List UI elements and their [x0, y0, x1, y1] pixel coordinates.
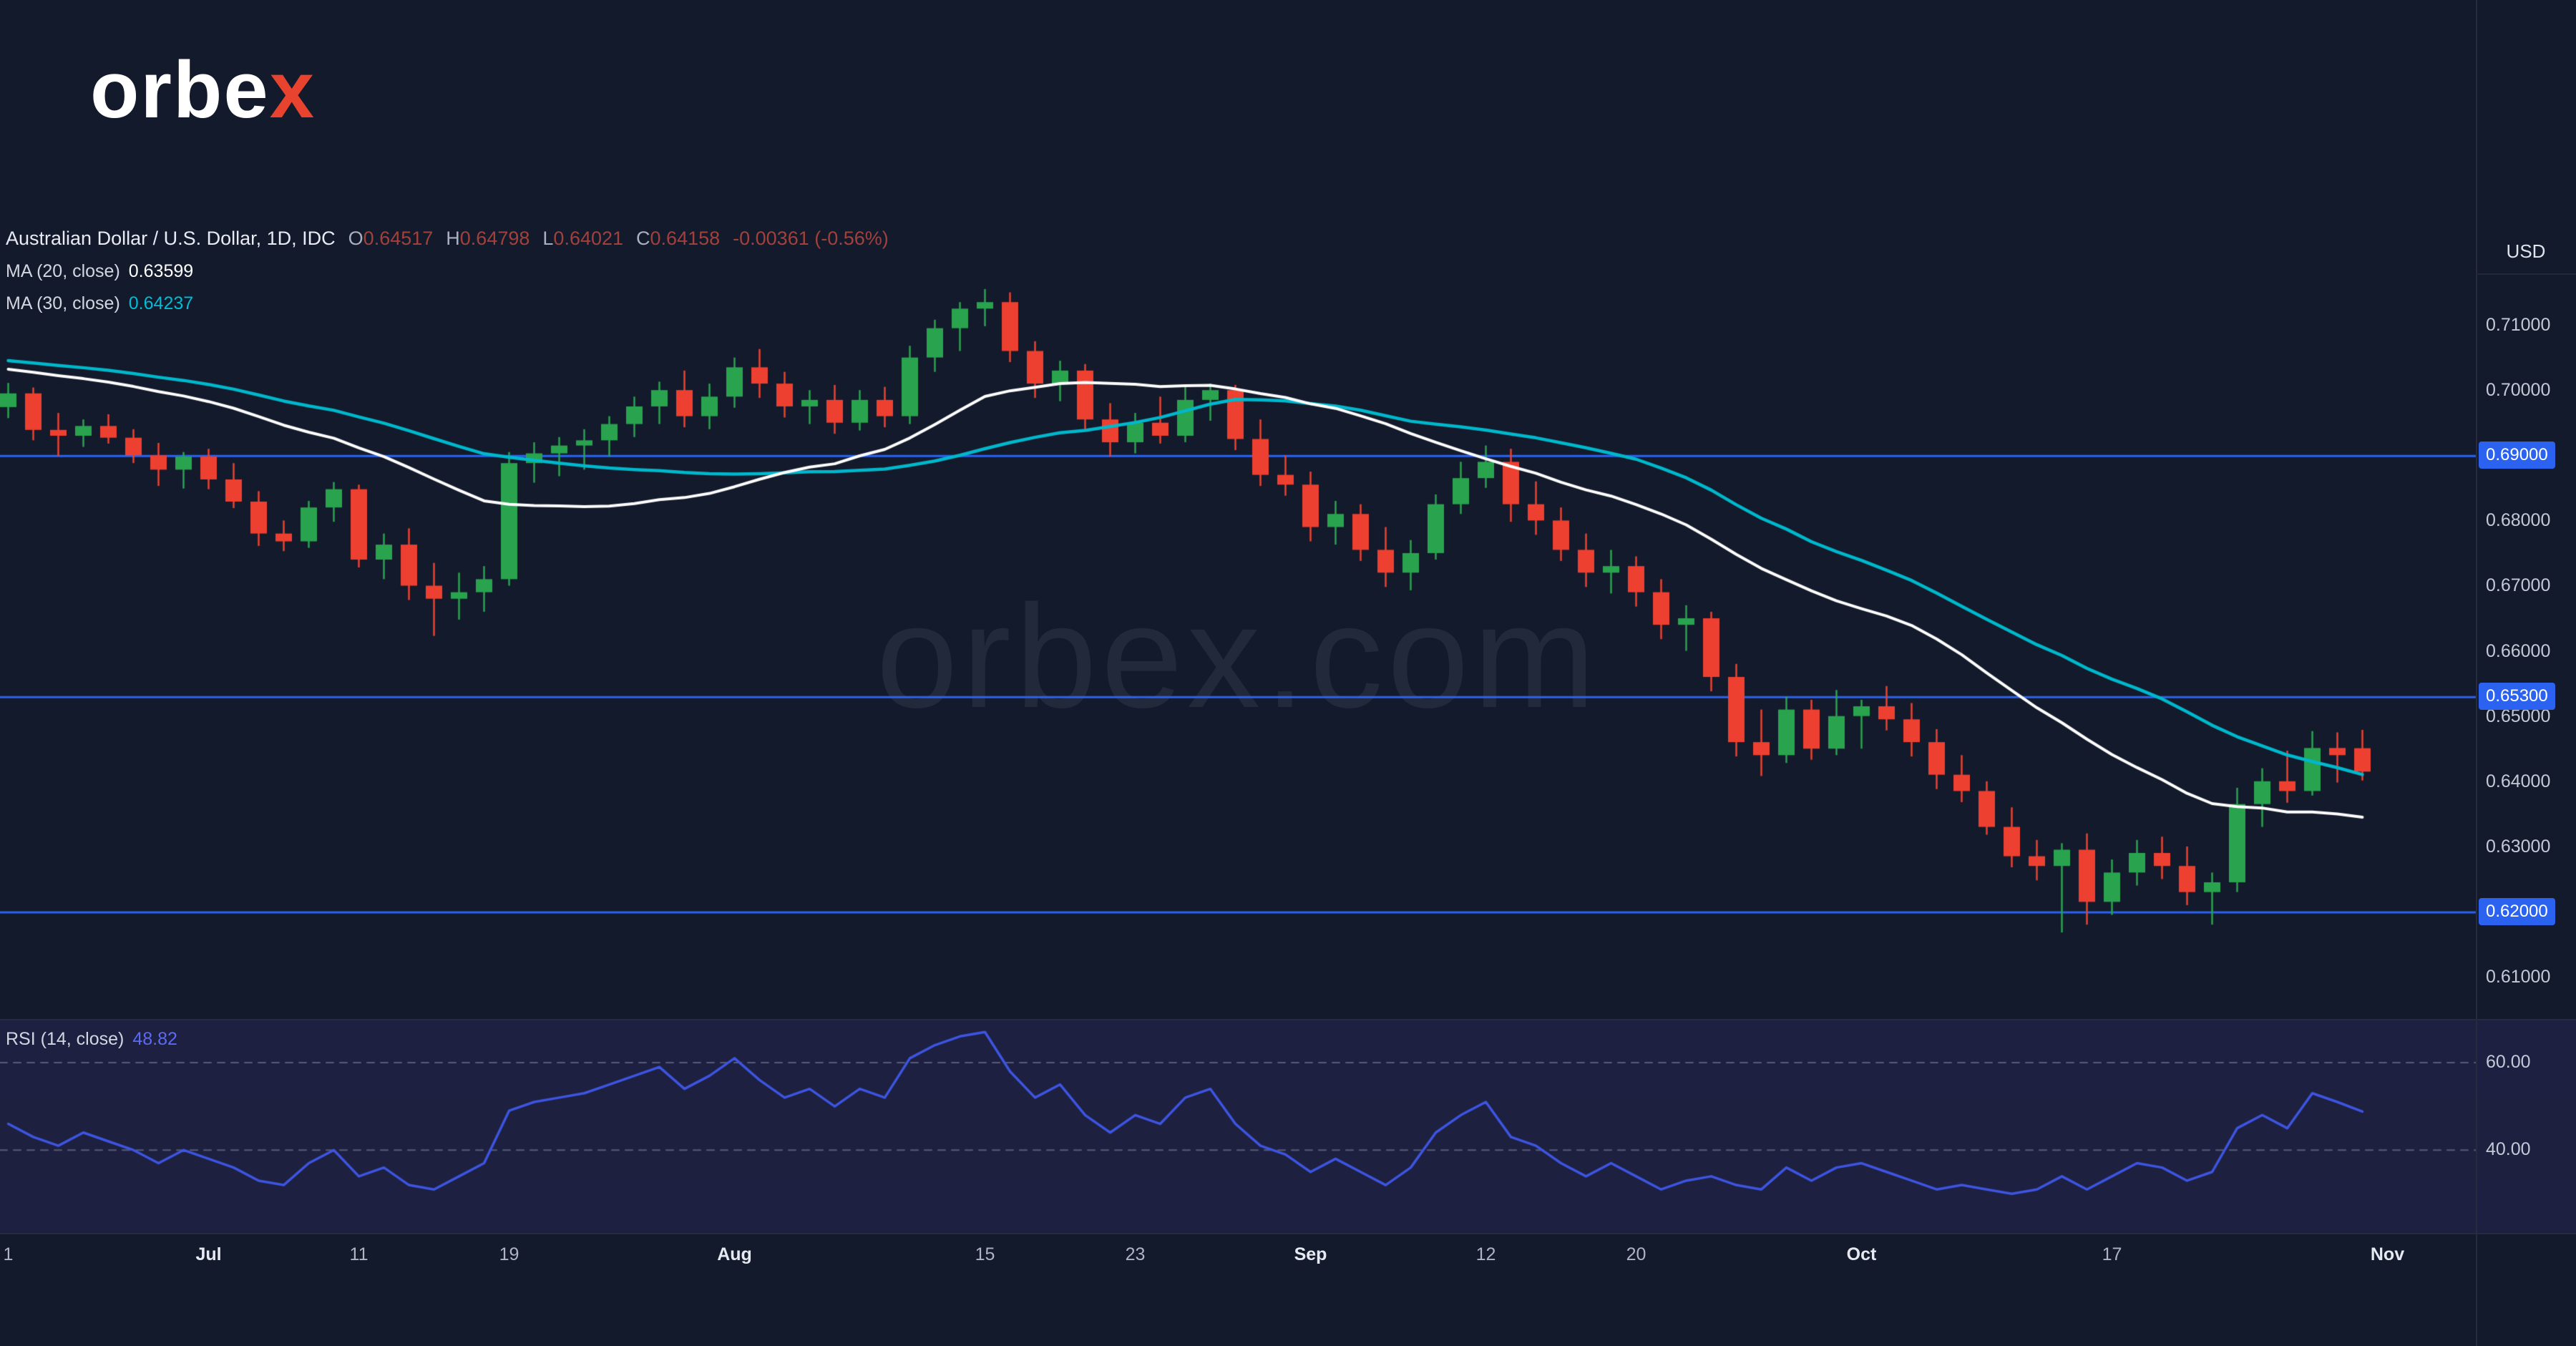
time-tick-label: Sep: [1294, 1244, 1327, 1264]
price-tick-label: 0.63000: [2486, 836, 2551, 857]
open-number: 0.64517: [363, 228, 434, 249]
price-level-badge[interactable]: 0.65300: [2479, 683, 2555, 711]
high-number: 0.64798: [459, 228, 530, 249]
close-value: C0.64158: [636, 228, 720, 250]
rsi-label[interactable]: RSI (14, close): [6, 1029, 125, 1049]
ma30-label[interactable]: MA (30, close): [6, 293, 120, 313]
ma30-row: MA (30, close) 0.64237: [6, 293, 889, 314]
high-label: H: [446, 228, 460, 249]
price-tick-label: 0.70000: [2486, 380, 2551, 401]
rsi-value: 48.82: [132, 1029, 177, 1049]
chart-header: Australian Dollar / U.S. Dollar, 1D, IDC…: [6, 228, 889, 314]
time-tick-label: Oct: [1846, 1244, 1877, 1264]
time-tick-label: Aug: [717, 1244, 752, 1264]
price-axis-divider[interactable]: [2476, 0, 2477, 1346]
low-number: 0.64021: [553, 228, 624, 249]
close-number: 0.64158: [650, 228, 721, 249]
time-tick-label: 12: [1475, 1244, 1496, 1264]
price-tick-label: 0.68000: [2486, 510, 2551, 531]
time-tick-label: 19: [499, 1244, 519, 1264]
rsi-header: RSI (14, close) 48.82: [6, 1029, 177, 1050]
pane-divider[interactable]: [0, 1019, 2576, 1020]
ma20-value: 0.63599: [128, 261, 194, 281]
time-tick-label: 23: [1125, 1244, 1146, 1264]
logo-text-white: orbe: [90, 45, 270, 135]
change-value: -0.00361 (-0.56%): [733, 228, 889, 249]
ma30-value: 0.64237: [128, 293, 194, 313]
low-value: L0.64021: [542, 228, 623, 250]
open-label: O: [348, 228, 364, 249]
orbex-logo: orbex: [90, 50, 316, 130]
price-axis[interactable]: USD 0.71000 0.70000 0.68000 0.67000 0.66000 0…: [2476, 0, 2576, 1346]
symbol-title[interactable]: Australian Dollar / U.S. Dollar, 1D, IDC: [6, 228, 336, 249]
price-level-badge[interactable]: 0.62000: [2479, 897, 2555, 925]
time-tick-label: Jul: [195, 1244, 222, 1264]
time-axis[interactable]: 1 Jul 11 19 Aug 15 23 Sep 12 20 Oct 17 Nov: [0, 1233, 2576, 1297]
ma20-row: MA (20, close) 0.63599: [6, 261, 889, 282]
high-value: H0.64798: [446, 228, 530, 250]
time-tick-label: 11: [349, 1244, 369, 1264]
price-tick-label: 0.61000: [2486, 967, 2551, 987]
axis-currency-label: USD: [2506, 240, 2546, 262]
close-label: C: [636, 228, 650, 249]
open-value: O0.64517: [348, 228, 434, 250]
low-label: L: [542, 228, 554, 249]
rsi-tick-label: 60.00: [2486, 1052, 2531, 1072]
price-tick-label: 0.71000: [2486, 315, 2551, 335]
time-tick-label: 1: [3, 1244, 14, 1264]
ma20-label[interactable]: MA (20, close): [6, 261, 120, 281]
logo-text-x: x: [269, 45, 316, 135]
rsi-tick-label: 40.00: [2486, 1139, 2531, 1160]
price-tick-label: 0.66000: [2486, 640, 2551, 661]
axis-currency-divider: [2476, 273, 2576, 275]
time-tick-label: Nov: [2370, 1244, 2405, 1264]
price-level-badge[interactable]: 0.69000: [2479, 442, 2555, 469]
time-tick-label: 17: [2102, 1244, 2122, 1264]
time-tick-label: 20: [1626, 1244, 1646, 1264]
symbol-row: Australian Dollar / U.S. Dollar, 1D, IDC…: [6, 228, 889, 250]
time-tick-label: 15: [975, 1244, 995, 1264]
time-axis-divider: [0, 1233, 2576, 1234]
price-tick-label: 0.67000: [2486, 575, 2551, 596]
price-tick-label: 0.64000: [2486, 771, 2551, 791]
